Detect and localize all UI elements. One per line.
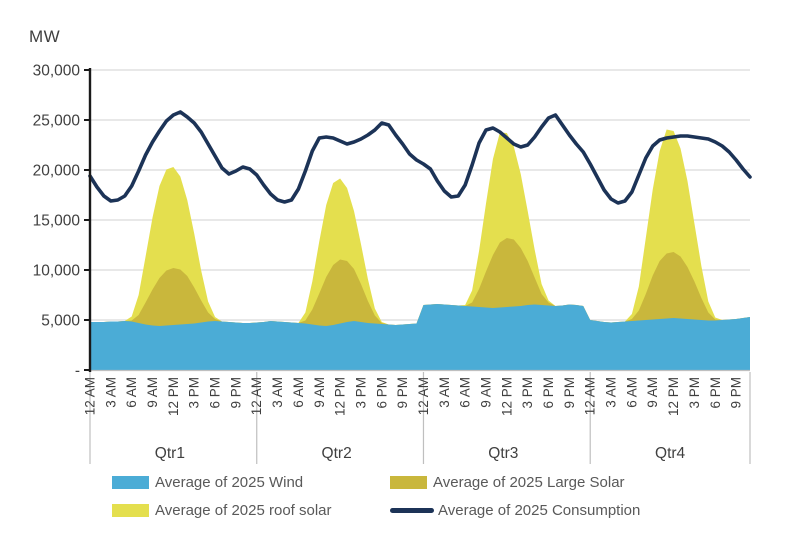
x-axis-tick-label: 12 PM <box>499 377 514 416</box>
axes-group <box>84 68 751 464</box>
y-axis-tick-label: 25,000 <box>33 113 81 130</box>
x-axis-tick-label: 6 AM <box>624 377 639 408</box>
area-series-group <box>90 129 750 370</box>
x-axis-tick-label: 6 PM <box>208 377 223 409</box>
x-axis-tick-label: 12 AM <box>583 377 598 415</box>
x-axis-tick-label: 6 PM <box>541 377 556 409</box>
x-axis-tick-label: 12 AM <box>249 377 264 415</box>
wind-swatch-icon <box>112 476 149 489</box>
legend-item-large-solar: Average of 2025 Large Solar <box>390 474 640 491</box>
x-axis-tick-label: 9 AM <box>645 377 660 408</box>
x-axis-tick-label: 3 PM <box>187 377 202 409</box>
x-axis-tick-label: 6 AM <box>458 377 473 408</box>
legend-label-roof-solar: Average of 2025 roof solar <box>155 502 332 519</box>
x-axis-tick-label: 3 AM <box>103 377 118 408</box>
line-series-group <box>88 110 752 205</box>
x-axis-tick-label: 9 AM <box>312 377 327 408</box>
x-axis-tick-label: 6 AM <box>291 377 306 408</box>
legend-item-wind: Average of 2025 Wind <box>112 474 390 491</box>
x-axis-tick-label: 3 PM <box>687 377 702 409</box>
y-axis-tick-label: 5,000 <box>41 313 80 330</box>
x-axis-tick-label: 9 PM <box>395 377 410 409</box>
legend-item-consumption: Average of 2025 Consumption <box>390 502 640 519</box>
quarter-label: Qtr2 <box>322 445 352 462</box>
legend-label-large-solar: Average of 2025 Large Solar <box>433 474 625 491</box>
x-axis-tick-label: 12 PM <box>333 377 348 416</box>
x-axis-tick-label: 9 AM <box>145 377 160 408</box>
quarter-label: Qtr3 <box>488 445 518 462</box>
x-axis-tick-label: 3 PM <box>520 377 535 409</box>
x-axis-tick-label: 3 AM <box>437 377 452 408</box>
x-axis-tick-label: 6 PM <box>708 377 723 409</box>
x-axis-tick-label: 12 AM <box>83 377 98 415</box>
x-axis-tick-label: 9 PM <box>562 377 577 409</box>
legend-label-consumption: Average of 2025 Consumption <box>438 502 641 519</box>
large-solar-swatch-icon <box>390 476 427 489</box>
x-axis-tick-label: 9 AM <box>479 377 494 408</box>
legend-label-wind: Average of 2025 Wind <box>155 474 304 491</box>
y-axis-tick-label: 10,000 <box>33 263 81 280</box>
x-axis-tick-label: 3 AM <box>604 377 619 408</box>
quarter-label: Qtr1 <box>155 445 185 462</box>
y-axis-tick-label: 30,000 <box>33 63 81 80</box>
quarter-label: Qtr4 <box>655 445 686 462</box>
x-axis-tick-label: 3 AM <box>270 377 285 408</box>
x-axis-tick-label: 6 AM <box>124 377 139 408</box>
wind-area <box>90 304 750 370</box>
y-axis-tick-label: 20,000 <box>33 163 81 180</box>
roof-solar-swatch-icon <box>112 504 149 517</box>
legend: Average of 2025 Wind Average of 2025 Lar… <box>112 474 640 519</box>
consumption-line-swatch-icon <box>390 508 434 513</box>
y-axis-unit-label: MW <box>29 27 61 46</box>
y-axis-tick-label: 15,000 <box>33 213 81 230</box>
legend-item-roof-solar: Average of 2025 roof solar <box>112 502 390 519</box>
x-axis-tick-label: 12 PM <box>166 377 181 416</box>
x-axis-tick-label: 3 PM <box>353 377 368 409</box>
consumption-line <box>88 110 752 205</box>
x-axis-tick-label: 12 PM <box>666 377 681 416</box>
x-axis-tick-label: 9 PM <box>729 377 744 409</box>
x-axis-tick-label: 6 PM <box>374 377 389 409</box>
x-axis-tick-label: 12 AM <box>416 377 431 415</box>
y-axis-tick-label: - <box>75 363 80 380</box>
x-axis-tick-label: 9 PM <box>228 377 243 409</box>
